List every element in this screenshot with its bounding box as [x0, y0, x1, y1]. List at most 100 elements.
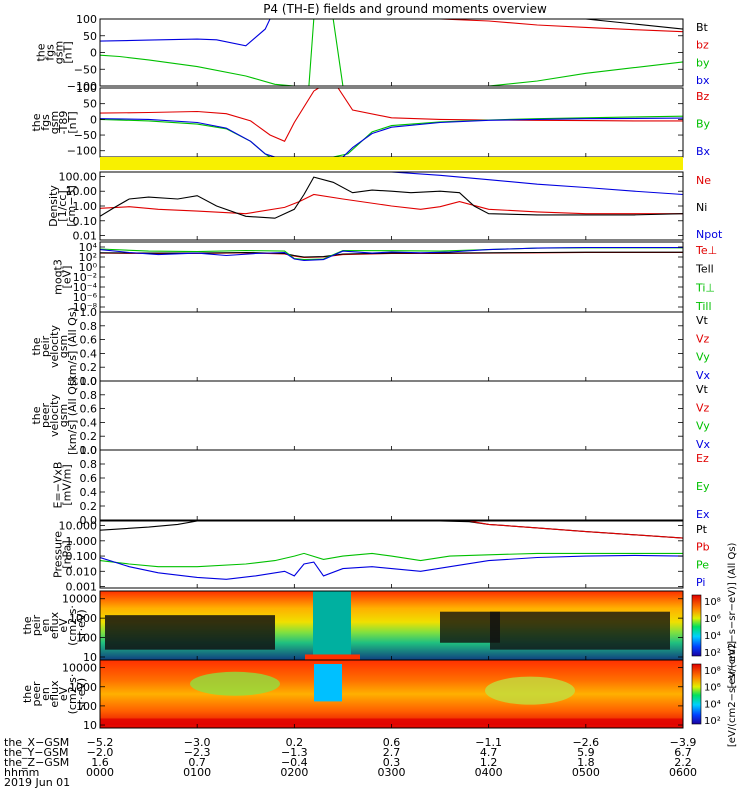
x-row-value: −5.2	[87, 736, 114, 749]
y-tick-label: −50	[74, 129, 97, 142]
legend-5: Vt Vz Vy Vx	[696, 314, 711, 382]
x-row-value: −3.9	[670, 736, 697, 749]
legend-item: Pb	[696, 541, 710, 554]
series-group-8	[100, 521, 683, 580]
x-row-name: the_Y−GSM	[4, 746, 69, 759]
y-ticks-6: 1.00.80.60.40.20.0	[80, 375, 684, 457]
x-row-name: the_Z−GSM	[4, 756, 69, 769]
y-axis-label: peer	[39, 403, 52, 429]
legend-item: Tell	[695, 263, 714, 276]
spectrogram-gap	[490, 611, 670, 650]
y-axis-label: [nT]	[62, 41, 75, 63]
spectrogram-gap	[105, 615, 275, 650]
x-row-value: 4.7	[480, 746, 498, 759]
figure-title: P4 (TH-E) fields and ground moments over…	[263, 2, 547, 16]
y-tick-label: 0.010	[66, 565, 98, 578]
spectrogram-band	[100, 718, 683, 726]
y-tick-label: 10⁰	[79, 261, 98, 274]
y-axis-label: gsm	[48, 111, 61, 134]
legend-item: Te⊥	[695, 244, 717, 257]
y-tick-label: 0.8	[80, 458, 98, 471]
y-axis-label: the	[35, 43, 48, 61]
x-row-value: −2.0	[87, 746, 114, 759]
y-tick-label: 10⁴	[79, 241, 98, 254]
y-tick-label: 100	[76, 13, 97, 26]
y-tick-label: 0.8	[80, 320, 98, 333]
y-tick-label: 1.0	[80, 444, 98, 457]
legend-item: Bx	[696, 145, 711, 158]
series-group-1	[100, 88, 683, 157]
panel-4: Te⊥TellTi⊥Till10⁴10²10⁰10⁻²10⁻⁴10⁻⁶10⁻⁸m…	[52, 241, 718, 314]
y-tick-label: 0	[90, 113, 97, 126]
y-ticks-7: 1.00.80.60.40.20.0	[80, 444, 684, 527]
y-tick-label: 10²	[79, 251, 97, 264]
legend-item: Vz	[696, 401, 710, 414]
y-axis-label: [cm−3]	[65, 185, 78, 227]
y-tick-label: 10000	[62, 593, 97, 606]
series-By	[100, 115, 683, 157]
y-tick-label: 0.4	[80, 347, 98, 360]
x-axis-labels: the_X−GSM −5.2 −3.0 0.2 0.6 −1.1 −2.6 −3.9 the_Y…	[4, 736, 697, 789]
y-tick-label: 10⁻⁸	[73, 301, 98, 314]
series-by	[100, 19, 683, 86]
y-axis-label: eV	[57, 618, 70, 633]
spectrogram-feature	[190, 671, 280, 696]
series-Pe	[100, 552, 683, 568]
x-row-value: 0.6	[383, 736, 401, 749]
y-tick-label: 0.6	[80, 334, 98, 347]
y-axis-label: fgs	[39, 114, 52, 131]
legend-item: Ez	[696, 452, 709, 465]
y-axis-label: [km/s] (All Qs)	[66, 376, 79, 455]
x-row-value: 6.7	[674, 746, 692, 759]
x-row-value: −1.3	[281, 746, 308, 759]
y-tick-label: 10.00	[66, 185, 98, 198]
series-Pi	[100, 554, 683, 580]
legend-item: Vt	[696, 314, 709, 327]
colorbar-tick-label: 10⁴	[704, 631, 721, 642]
colorbar-tick-label: 10⁴	[704, 699, 721, 710]
series-Ni	[100, 176, 683, 219]
y-axis-label: (cm2·s·	[66, 605, 79, 646]
x-row-value: 1.8	[577, 756, 595, 769]
y-axis-label: the	[30, 406, 43, 424]
y-axis-label: sr·eV)	[75, 678, 88, 710]
legend-item: Vy	[696, 351, 710, 364]
y-tick-label: 100	[76, 632, 97, 645]
legend-item: Bz	[696, 90, 710, 103]
y-axis-label: peer	[30, 681, 43, 707]
x-row-value: 0.7	[188, 756, 206, 769]
series-group-0	[100, 19, 683, 86]
y-axis-label: peir	[30, 614, 43, 636]
x-row-value: −2.6	[572, 736, 599, 749]
y-tick-label: 100.00	[59, 170, 98, 183]
legend-item: Vx	[696, 369, 711, 382]
panel-frame	[99, 311, 684, 382]
y-tick-label: 0.8	[80, 389, 98, 402]
legend-item: By	[696, 118, 711, 131]
y-tick-label: 0	[90, 47, 97, 60]
x-row-value: 5.9	[577, 746, 595, 759]
y-tick-label: 50	[83, 30, 97, 43]
y-ticks-9: 10000 1000 100 10	[62, 593, 684, 664]
y-axis-label: [km/s] (All Qs)	[66, 307, 79, 386]
panel-3: Ne Ni Npot 100.00 10.00 1.00 0.10 0.01 Density[1…	[47, 170, 723, 242]
y-axis-label: en	[39, 687, 52, 701]
y-tick-label: 10	[83, 719, 97, 732]
y-tick-label: 10⁻⁴	[73, 281, 98, 294]
panel-frame	[99, 520, 684, 589]
y-tick-label: 0.0	[80, 444, 98, 457]
y-tick-label: 1000	[69, 612, 97, 625]
y-tick-label: 0.6	[80, 403, 98, 416]
legend-item: Ey	[696, 480, 710, 493]
y-axis-label: Pressure	[52, 531, 65, 578]
spectrogram-9	[100, 591, 683, 660]
x-row-value: −3.0	[184, 736, 211, 749]
y-axis-label: moqt3	[52, 259, 65, 295]
x-row-value: 0.2	[286, 736, 304, 749]
yellow-status-strip	[100, 157, 683, 170]
y-axis-label: the	[30, 113, 43, 131]
legend-item: Vz	[696, 332, 710, 345]
